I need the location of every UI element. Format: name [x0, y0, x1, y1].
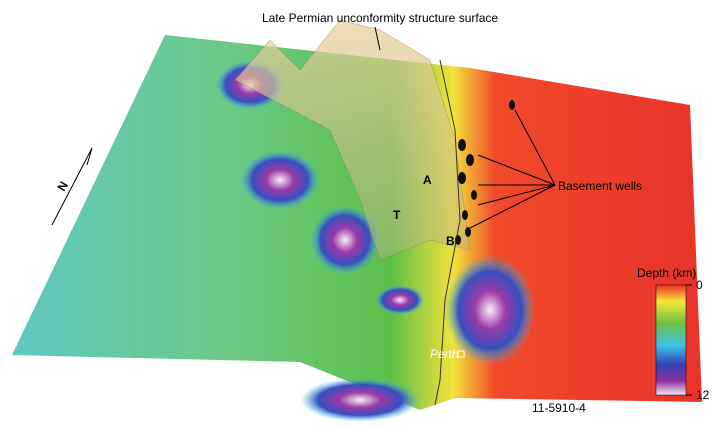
surface [12, 20, 702, 422]
figure-title: Late Permian unconformity structure surf… [262, 11, 498, 25]
colorbar-title: Depth (km) [637, 266, 696, 280]
figure-id: 11-5910-4 [532, 401, 586, 415]
city-label: Perth [430, 347, 459, 361]
label-t: T [393, 208, 401, 222]
colorbar-tick-label: 0 [696, 278, 703, 292]
north-label: N [54, 179, 70, 194]
colorbar-ramp [656, 285, 686, 395]
figure: Late Permian unconformity structure surf… [0, 0, 722, 422]
label-b: B [446, 234, 455, 248]
wells-label: Basement wells [558, 179, 642, 193]
label-a: A [423, 173, 432, 187]
colorbar-tick-label: 12 [696, 388, 710, 402]
